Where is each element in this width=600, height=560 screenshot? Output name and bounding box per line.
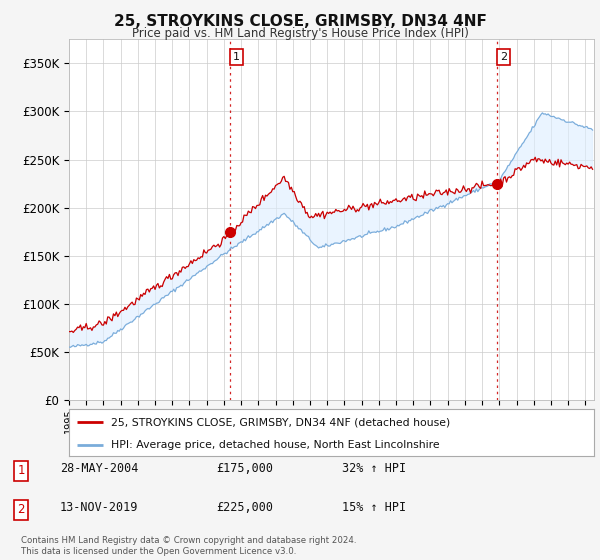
Text: 15% ↑ HPI: 15% ↑ HPI: [342, 501, 406, 514]
Text: £175,000: £175,000: [216, 462, 273, 475]
Text: Contains HM Land Registry data © Crown copyright and database right 2024.
This d: Contains HM Land Registry data © Crown c…: [21, 536, 356, 556]
Text: 25, STROYKINS CLOSE, GRIMSBY, DN34 4NF (detached house): 25, STROYKINS CLOSE, GRIMSBY, DN34 4NF (…: [111, 417, 450, 427]
Text: 2: 2: [500, 52, 507, 62]
Text: 1: 1: [17, 464, 25, 477]
Text: £225,000: £225,000: [216, 501, 273, 514]
Text: 25, STROYKINS CLOSE, GRIMSBY, DN34 4NF: 25, STROYKINS CLOSE, GRIMSBY, DN34 4NF: [113, 14, 487, 29]
Text: 2: 2: [17, 503, 25, 516]
Text: HPI: Average price, detached house, North East Lincolnshire: HPI: Average price, detached house, Nort…: [111, 440, 440, 450]
Text: 13-NOV-2019: 13-NOV-2019: [60, 501, 139, 514]
Text: Price paid vs. HM Land Registry's House Price Index (HPI): Price paid vs. HM Land Registry's House …: [131, 27, 469, 40]
Text: 28-MAY-2004: 28-MAY-2004: [60, 462, 139, 475]
Text: 1: 1: [233, 52, 240, 62]
Text: 32% ↑ HPI: 32% ↑ HPI: [342, 462, 406, 475]
